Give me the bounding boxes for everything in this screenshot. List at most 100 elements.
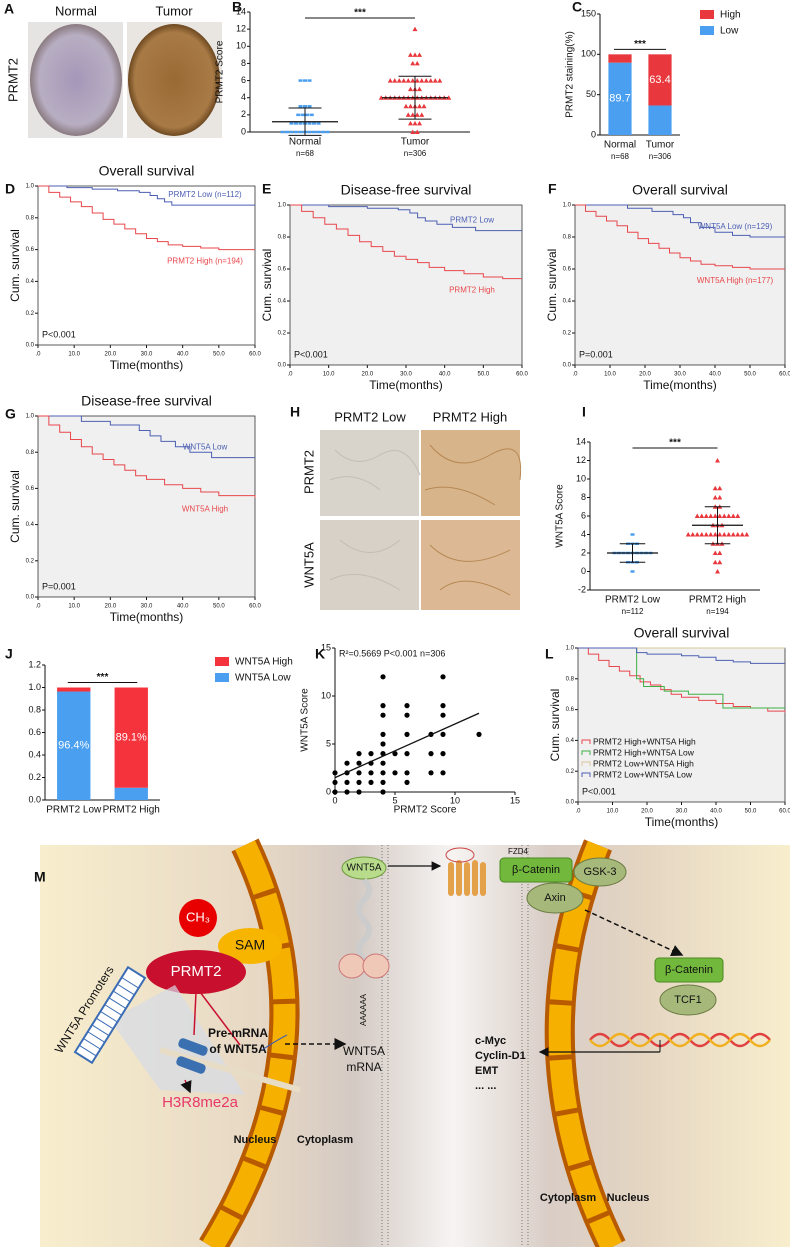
x-tick-label: 10.0 <box>604 372 616 378</box>
target-gene: Cyclin-D1 <box>475 1050 526 1062</box>
target-gene: EMT <box>475 1065 499 1077</box>
x-tick-label: 30.0 <box>676 809 688 815</box>
x-tick-label: Normal <box>289 137 321 148</box>
legend-swatch <box>700 26 714 35</box>
dna-strand <box>159 1047 301 1093</box>
data-point <box>404 779 410 786</box>
y-tick-label: 0.6 <box>566 707 575 713</box>
x-tick-label: PRMT2 Low <box>605 595 661 606</box>
target-gene: ... ... <box>475 1080 496 1092</box>
x-tick-label: .0 <box>35 604 41 610</box>
beta-catenin-label: β-Catenin <box>665 964 713 976</box>
y-tick-label: 0.6 <box>26 247 35 253</box>
polya-label: AAAAAA <box>359 993 368 1026</box>
column-label: Tumor <box>155 3 193 18</box>
data-point <box>421 103 427 109</box>
dna-ladder <box>73 965 147 1065</box>
y-axis-label: PRMT2 staining(%) <box>565 31 576 118</box>
mrna-label: mRNA <box>346 1060 381 1074</box>
x-tick-label: 30.0 <box>141 604 153 610</box>
x-tick-label: .0 <box>575 809 581 815</box>
data-point <box>378 95 384 100</box>
ihc-image <box>421 520 520 610</box>
y-tick-label: 8 <box>241 58 246 68</box>
data-point <box>699 513 705 518</box>
data-point <box>423 78 429 83</box>
y-tick-label: 0.8 <box>278 235 287 241</box>
x-tick-label: 60.0 <box>779 372 790 378</box>
y-tick-label: 0.2 <box>26 311 35 317</box>
y-tick-label: 0 <box>581 566 586 576</box>
legend-label: High <box>720 10 741 21</box>
x-tick-label: 10.0 <box>68 352 80 358</box>
column-label: PRMT2 Low <box>334 409 406 424</box>
data-point <box>332 779 338 786</box>
row-label: PRMT2 <box>5 58 20 102</box>
data-point <box>476 731 482 738</box>
y-tick-label: 0.2 <box>566 769 575 775</box>
x-tick-label: 50.0 <box>744 372 756 378</box>
data-point <box>428 751 434 757</box>
x-tick-label: .0 <box>35 352 41 358</box>
y-tick-label: 10 <box>236 41 246 51</box>
x-axis-label: Time(months) <box>110 610 184 624</box>
data-point <box>703 513 709 518</box>
data-point <box>712 485 718 491</box>
x-tick-label: 30.0 <box>400 372 412 378</box>
survival-curve <box>38 185 255 251</box>
data-point <box>405 112 411 117</box>
translocation-arrow <box>584 909 684 957</box>
y-tick-label: 15 <box>321 642 331 652</box>
curve-label: WNT5A High <box>182 505 228 514</box>
annotation: P=0.001 <box>42 581 76 591</box>
data-point <box>332 770 338 776</box>
data-point <box>432 78 438 83</box>
y-tick-label: 6 <box>241 75 246 85</box>
axin-node <box>526 882 584 914</box>
y-tick-label: 0 <box>326 786 331 796</box>
plot-background <box>574 204 786 366</box>
legend-label: WNT5A High <box>235 657 293 668</box>
y-axis-label: WNT5A Score <box>300 688 311 752</box>
category-note: n=68 <box>296 149 315 158</box>
plot-background <box>577 647 786 803</box>
legend-swatch <box>581 772 591 777</box>
data-point <box>739 532 745 537</box>
panel-letter: C <box>572 0 582 15</box>
x-tick-label: 5 <box>392 795 397 805</box>
y-tick-label: 0.4 <box>566 738 575 744</box>
ihc-core <box>30 24 122 136</box>
data-point <box>440 770 446 776</box>
y-tick-label: 8 <box>581 492 586 502</box>
y-tick-label: 0.0 <box>566 800 575 806</box>
data-point <box>412 120 418 126</box>
data-point <box>332 789 338 795</box>
y-tick-label: 12 <box>576 455 586 465</box>
legend-label: PRMT2 Low+WNT5A Low <box>593 769 693 779</box>
data-point <box>726 513 732 518</box>
data-point <box>392 751 398 757</box>
data-point <box>380 770 386 776</box>
y-tick-label: 0.2 <box>28 772 41 782</box>
legend-label: PRMT2 High+WNT5A Low <box>593 747 695 757</box>
ch3-label: CH₃ <box>186 909 210 924</box>
data-point <box>380 741 386 747</box>
ihc-core <box>128 24 220 136</box>
sam-label: SAM <box>235 937 265 953</box>
significance-label: *** <box>669 438 681 449</box>
x-tick-label: Tumor <box>646 140 675 151</box>
data-point <box>417 86 422 92</box>
y-tick-label: 0.2 <box>278 331 287 337</box>
x-tick-label: PRMT2 High <box>689 595 746 606</box>
chart-title: Overall survival <box>99 163 195 179</box>
bar-segment <box>114 787 148 800</box>
helix <box>456 860 462 896</box>
y-tick-label: 0.0 <box>563 363 572 369</box>
ch3-node <box>179 899 217 937</box>
panel-letter: K <box>315 646 325 662</box>
compartment-label: Cytoplasm <box>540 1192 596 1204</box>
panel-letter: D <box>5 181 15 197</box>
y-tick-label: 5 <box>326 738 331 748</box>
x-axis-label: Time(months) <box>643 378 717 392</box>
